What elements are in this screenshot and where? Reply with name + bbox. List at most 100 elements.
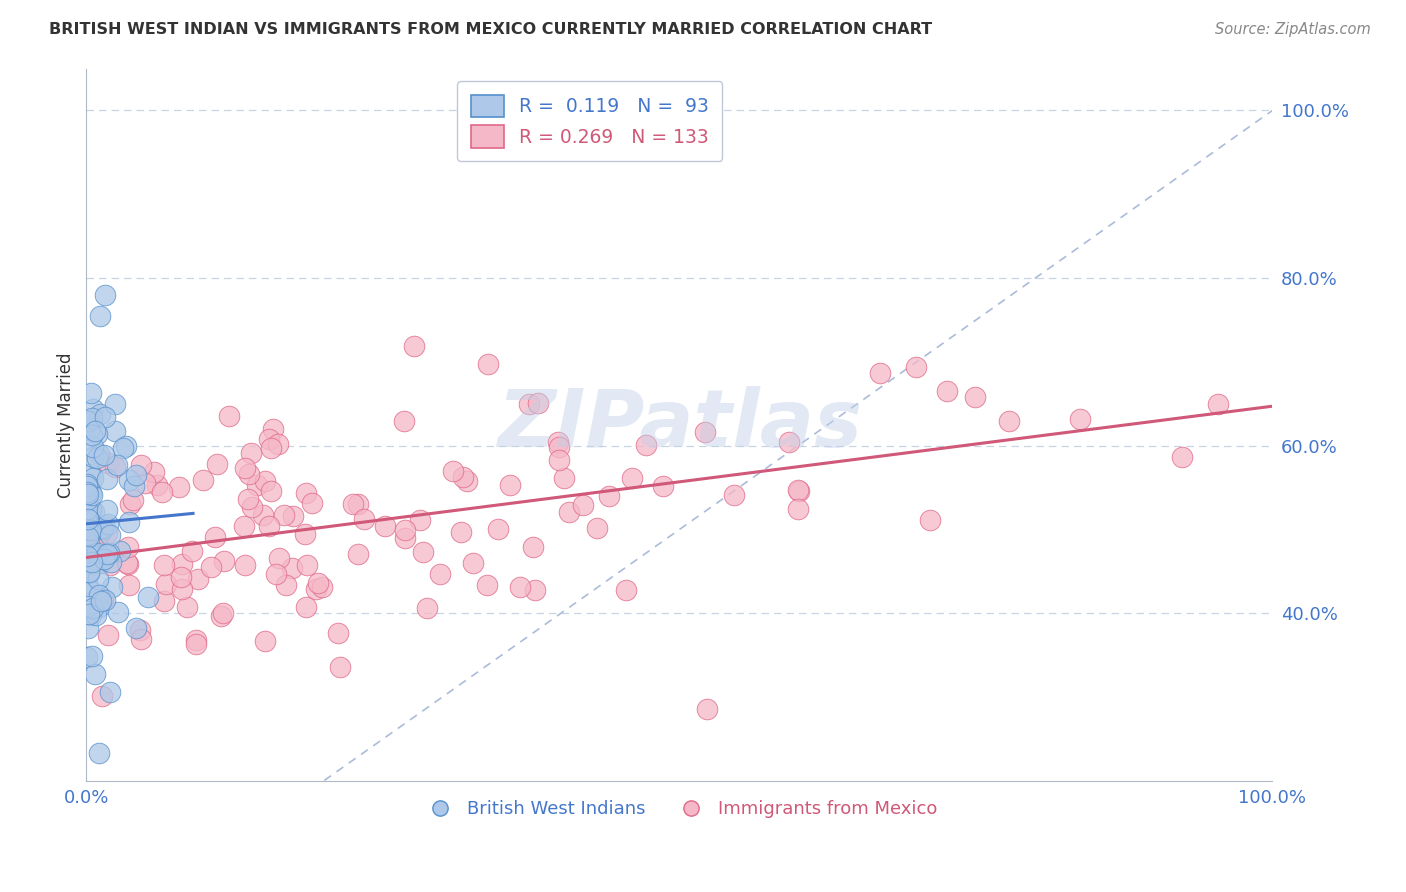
Point [97, 627, 120, 641]
Point [281, 561, 304, 575]
Point [86, 450, 108, 465]
Point [86, 572, 108, 586]
Point [254, 474, 277, 488]
Point [98, 684, 121, 698]
Point [80, 555, 103, 569]
Point [1171, 450, 1194, 464]
Point [129, 458, 152, 473]
Point [374, 518, 396, 533]
Point [347, 497, 370, 511]
Point [77, 516, 100, 530]
Point [267, 551, 290, 566]
Point [652, 478, 675, 492]
Point [84, 608, 107, 623]
Point [394, 531, 416, 545]
Point [77, 621, 100, 635]
Point [104, 397, 127, 411]
Point [125, 621, 148, 635]
Point [218, 409, 240, 423]
Point [80, 411, 103, 425]
Point [82, 471, 104, 485]
Point [80, 523, 103, 537]
Point [96, 547, 118, 561]
Point [329, 660, 352, 674]
Point [935, 384, 957, 398]
Point [91, 689, 114, 703]
Point [122, 492, 145, 507]
Point [240, 445, 263, 459]
Point [259, 519, 281, 533]
Point [77, 564, 100, 578]
Point [429, 566, 451, 581]
Point [98, 558, 121, 572]
Point [212, 606, 235, 620]
Point [77, 535, 100, 549]
Point [86, 427, 108, 442]
Text: ZIPatlas: ZIPatlas [496, 385, 862, 464]
Point [294, 486, 316, 500]
Point [276, 578, 298, 592]
Point [246, 478, 269, 492]
Point [129, 624, 152, 638]
Point [236, 491, 259, 506]
Point [416, 600, 439, 615]
Point [965, 390, 987, 404]
Point [80, 428, 103, 442]
Point [91, 593, 114, 607]
Point [94, 409, 117, 424]
Point [89, 599, 111, 614]
Point [105, 458, 128, 472]
Point [170, 570, 193, 584]
Point [77, 548, 100, 562]
Point [240, 500, 263, 515]
Point [96, 526, 118, 541]
Point [786, 502, 808, 516]
Point [181, 544, 204, 558]
Point [87, 528, 110, 542]
Point [93, 448, 115, 462]
Point [553, 470, 575, 484]
Point [76, 493, 98, 508]
Point [134, 475, 156, 490]
Point [77, 487, 100, 501]
Point [461, 556, 484, 570]
Point [143, 465, 166, 479]
Point [441, 464, 464, 478]
Point [87, 746, 110, 760]
Point [499, 477, 522, 491]
Point [100, 555, 122, 569]
Point [83, 666, 105, 681]
Point [233, 461, 256, 475]
Point [558, 505, 581, 519]
Point [404, 339, 426, 353]
Point [136, 590, 159, 604]
Point [204, 530, 226, 544]
Point [97, 547, 120, 561]
Point [253, 633, 276, 648]
Point [233, 519, 256, 533]
Point [118, 497, 141, 511]
Point [80, 555, 103, 569]
Point [79, 414, 101, 428]
Point [117, 516, 139, 530]
Point [76, 502, 98, 516]
Point [79, 467, 101, 482]
Point [104, 459, 127, 474]
Text: Source: ZipAtlas.com: Source: ZipAtlas.com [1215, 22, 1371, 37]
Point [200, 560, 222, 574]
Point [260, 441, 283, 455]
Y-axis label: Currently Married: Currently Married [58, 352, 75, 498]
Point [585, 520, 607, 534]
Point [153, 558, 176, 572]
Point [172, 582, 194, 596]
Point [76, 523, 98, 537]
Point [76, 479, 98, 493]
Point [118, 577, 141, 591]
Point [522, 540, 544, 554]
Point [621, 471, 644, 485]
Point [77, 512, 100, 526]
Point [90, 521, 112, 535]
Point [311, 580, 333, 594]
Point [207, 458, 229, 472]
Point [184, 632, 207, 647]
